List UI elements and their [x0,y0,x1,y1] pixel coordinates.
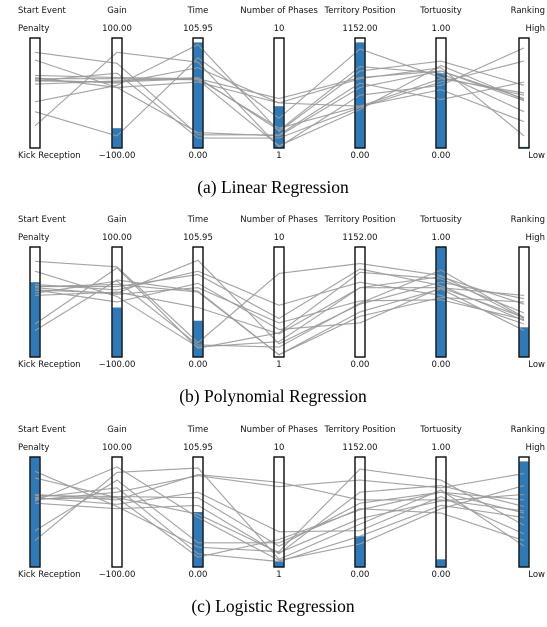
axis-label: Gain [107,215,127,225]
axis-bottom-tick-label: 0.00 [432,570,451,580]
axis-bottom-tick-label: Low [528,570,545,580]
axis-label: Number of Phases [240,6,318,16]
axis-top-tick-label: 10 [274,443,285,453]
axis-importance-fill [437,247,446,357]
panel-caption: (b) Polynomial Regression [179,386,367,406]
axis-label: Gain [107,425,127,435]
axis-importance-fill [194,321,203,357]
axis-label: Ranking [511,215,545,225]
axis-top-tick-label: Penalty [18,233,49,243]
axis-top-tick-label: 1152.00 [342,443,377,453]
axis-importance-fill [113,308,122,358]
axis-bottom-tick-label: −100.00 [99,151,136,161]
axis-bottom-tick-label: 1 [276,151,281,161]
axis-top-tick-label: 1.00 [432,443,451,453]
panel-caption: (c) Logistic Regression [191,596,355,616]
axis-bottom-tick-label: 0.00 [351,151,370,161]
axis-bottom-tick-label: Kick Reception [18,360,81,370]
axis-bottom-tick-label: −100.00 [99,570,136,580]
axis-label: Start Event [18,215,66,225]
axis-box [112,457,122,567]
axis-top-tick-label: 1.00 [432,24,451,34]
axis-importance-fill [520,327,529,357]
axis-bottom-tick-label: 0.00 [189,151,208,161]
axis-top-tick-label: Penalty [18,443,49,453]
axis-top-tick-label: 105.95 [183,443,213,453]
axis-label: Start Event [18,425,66,435]
axis-box [30,38,40,148]
axis-importance-fill [520,461,529,567]
axis-label: Tortuosity [419,425,462,435]
axis-label: Territory Position [323,6,395,16]
axis-top-tick-label: High [525,24,545,34]
axis-label: Tortuosity [419,6,462,16]
axis-bottom-tick-label: Kick Reception [18,570,81,580]
axis-importance-fill [356,536,365,567]
axis-bottom-tick-label: −100.00 [99,360,136,370]
axis-bottom-tick-label: 0.00 [189,570,208,580]
axis-top-tick-label: 105.95 [183,233,213,243]
axis-importance-fill [31,457,40,567]
axis-importance-fill [275,562,284,568]
axis-label: Time [187,215,209,225]
axis-top-tick-label: 105.95 [183,24,213,34]
axis-label: Start Event [18,6,66,16]
axis-top-tick-label: 100.00 [102,24,132,34]
axis-bottom-tick-label: Low [528,360,545,370]
axis-top-tick-label: High [525,233,545,243]
axis-bottom-tick-label: 0.00 [432,360,451,370]
axis-label: Territory Position [323,425,395,435]
axis-bottom-tick-label: 1 [276,570,281,580]
panel-caption: (a) Linear Regression [197,177,349,197]
axis-top-tick-label: 1.00 [432,233,451,243]
axis-top-tick-label: High [525,443,545,453]
axis-bottom-tick-label: 0.00 [351,360,370,370]
axis-label: Number of Phases [240,215,318,225]
axis-fills [113,42,529,148]
axis-top-tick-label: 100.00 [102,443,132,453]
axis-label: Ranking [511,425,545,435]
axis-label: Tortuosity [419,215,462,225]
axis-top-tick-label: 1152.00 [342,24,377,34]
axis-top-tick-label: 100.00 [102,233,132,243]
axis-label: Gain [107,6,127,16]
axis-label: Number of Phases [240,425,318,435]
axis-top-tick-label: Penalty [18,24,49,34]
axis-bottom-tick-label: 0.00 [351,570,370,580]
axis-box [436,457,446,567]
axis-bottom-tick-label: 0.00 [189,360,208,370]
axis-top-tick-label: 1152.00 [342,233,377,243]
axis-top-tick-label: 10 [274,233,285,243]
axis-boxes [30,247,529,357]
axis-label: Territory Position [323,215,395,225]
axis-bottom-tick-label: 1 [276,360,281,370]
axis-bottom-tick-label: Kick Reception [18,151,81,161]
axis-importance-fill [113,128,122,148]
axis-bottom-tick-label: 0.00 [432,151,451,161]
axis-top-tick-label: 10 [274,24,285,34]
axis-importance-fill [194,512,203,567]
axis-label: Time [187,425,209,435]
axis-label: Time [187,6,209,16]
axis-bottom-tick-label: Low [528,151,545,161]
axis-importance-fill [437,559,446,567]
axis-label: Ranking [511,6,545,16]
axis-importance-fill [31,282,40,357]
